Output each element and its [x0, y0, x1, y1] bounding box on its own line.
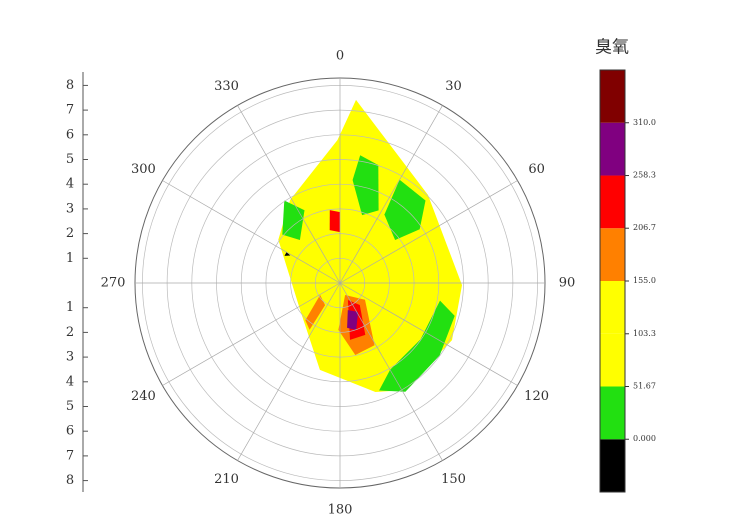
radial-tick-label: 2 — [66, 226, 74, 241]
angle-label: 270 — [101, 276, 126, 291]
colorbar-tick-label: 103.3 — [633, 329, 656, 338]
colorbar-tick-label: 206.7 — [633, 223, 656, 232]
colorbar-band — [600, 175, 625, 229]
angle-label: 30 — [445, 79, 462, 94]
contour-region — [347, 310, 359, 330]
grid-spoke — [339, 282, 518, 386]
colorbar-band — [600, 439, 625, 492]
contour-region — [379, 300, 455, 392]
contour-region — [284, 252, 291, 256]
grid-spoke — [339, 282, 443, 461]
colorbar-title: 臭氧 — [595, 38, 629, 58]
colorbar-tick-label: 0.000 — [633, 434, 656, 443]
angle-label: 240 — [131, 389, 156, 404]
radial-tick-label: 5 — [66, 152, 74, 167]
radial-tick-label: 4 — [66, 177, 74, 192]
grid-spoke — [339, 105, 443, 284]
angle-label: 330 — [214, 79, 239, 94]
colorbar-band — [600, 122, 625, 176]
radial-tick-label: 7 — [66, 448, 74, 463]
angle-label: 60 — [528, 162, 545, 177]
radial-tick-label: 2 — [66, 325, 74, 340]
grid-spoke — [162, 180, 341, 284]
contour-region — [305, 295, 326, 330]
colorbar-band — [600, 281, 625, 334]
angle-label: 90 — [559, 276, 576, 291]
angle-label: 0 — [336, 49, 344, 64]
colorbar-tick-label: 51.67 — [633, 381, 656, 390]
radial-tick-label: 4 — [66, 374, 74, 389]
grid-spoke — [162, 282, 341, 386]
radial-tick-label: 7 — [66, 103, 74, 118]
colorbar-band — [600, 228, 625, 281]
colorbar-tick-label: 310.0 — [633, 118, 656, 127]
radial-tick-label: 1 — [66, 300, 74, 315]
grid-spoke — [339, 180, 518, 284]
radial-tick-label: 8 — [66, 78, 74, 93]
contour-region — [329, 210, 340, 233]
radial-tick-label: 1 — [66, 251, 74, 266]
contour-region — [278, 99, 462, 393]
colorbar-band — [600, 70, 625, 123]
radial-tick-label: 6 — [66, 424, 74, 439]
colorbar-band — [600, 333, 625, 387]
angle-label: 180 — [328, 503, 353, 518]
angle-label: 120 — [524, 389, 549, 404]
colorbar-tick-label: 155.0 — [633, 276, 656, 285]
radial-tick-label: 3 — [66, 201, 74, 216]
radial-tick-label: 8 — [66, 473, 74, 488]
angle-label: 210 — [214, 472, 239, 487]
radial-tick-label: 3 — [66, 350, 74, 365]
grid-spoke — [237, 105, 341, 284]
contour-region — [352, 155, 379, 216]
colorbar-tick-label: 258.3 — [633, 171, 656, 180]
angle-label: 150 — [441, 472, 466, 487]
radial-tick-label: 6 — [66, 127, 74, 142]
radial-tick-label: 5 — [66, 399, 74, 414]
grid-spoke — [237, 282, 341, 461]
angle-label: 300 — [131, 162, 156, 177]
contour-region — [384, 179, 426, 240]
colorbar-band — [600, 386, 625, 440]
